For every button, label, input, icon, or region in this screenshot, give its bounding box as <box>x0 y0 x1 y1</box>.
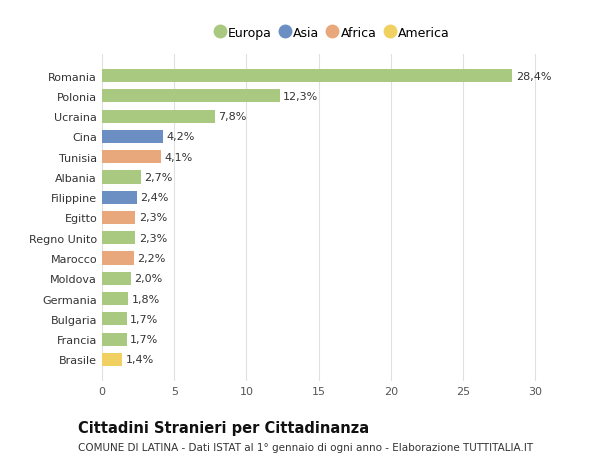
Text: 2,0%: 2,0% <box>134 274 163 284</box>
Text: 2,4%: 2,4% <box>140 193 169 203</box>
Bar <box>102 232 135 245</box>
Bar <box>102 353 122 366</box>
Bar <box>102 130 163 144</box>
Text: COMUNE DI LATINA - Dati ISTAT al 1° gennaio di ogni anno - Elaborazione TUTTITAL: COMUNE DI LATINA - Dati ISTAT al 1° genn… <box>78 442 533 452</box>
Bar <box>102 70 512 83</box>
Text: 1,7%: 1,7% <box>130 314 158 324</box>
Bar <box>102 313 127 326</box>
Legend: Europa, Asia, Africa, America: Europa, Asia, Africa, America <box>212 22 454 45</box>
Bar <box>102 333 127 346</box>
Text: 7,8%: 7,8% <box>218 112 247 122</box>
Bar <box>102 191 137 204</box>
Text: 1,7%: 1,7% <box>130 334 158 344</box>
Text: 28,4%: 28,4% <box>515 72 551 81</box>
Bar <box>102 151 161 164</box>
Bar <box>102 292 128 306</box>
Text: 2,3%: 2,3% <box>139 213 167 223</box>
Bar <box>102 110 215 123</box>
Text: 4,2%: 4,2% <box>166 132 194 142</box>
Text: 1,4%: 1,4% <box>126 355 154 364</box>
Text: 12,3%: 12,3% <box>283 92 319 102</box>
Bar <box>102 272 131 285</box>
Text: 2,2%: 2,2% <box>137 253 166 263</box>
Bar <box>102 90 280 103</box>
Bar <box>102 252 134 265</box>
Text: 1,8%: 1,8% <box>131 294 160 304</box>
Text: Cittadini Stranieri per Cittadinanza: Cittadini Stranieri per Cittadinanza <box>78 420 369 435</box>
Text: 4,1%: 4,1% <box>165 152 193 162</box>
Bar <box>102 212 135 224</box>
Text: 2,3%: 2,3% <box>139 233 167 243</box>
Text: 2,7%: 2,7% <box>145 173 173 183</box>
Bar <box>102 171 141 184</box>
